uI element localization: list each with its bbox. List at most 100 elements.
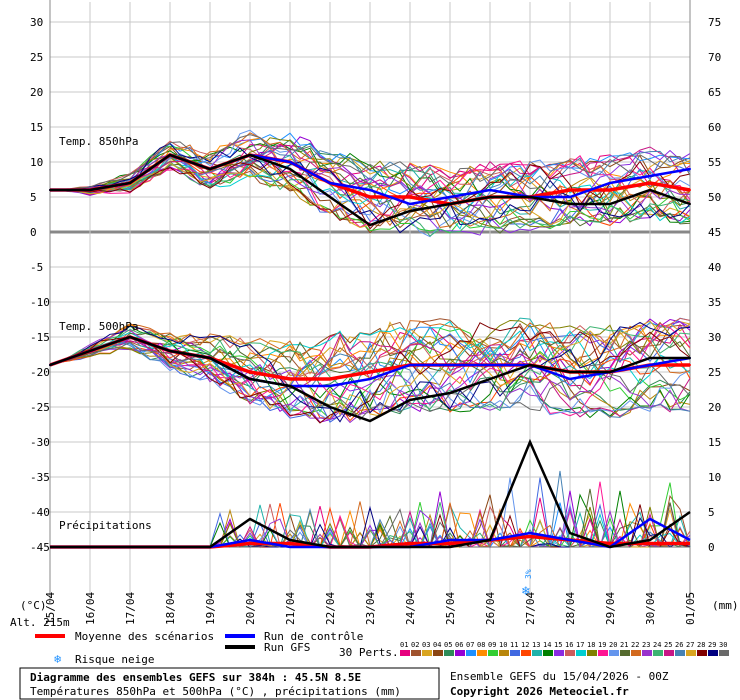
- series-point: [329, 196, 331, 198]
- pert-number: 04: [433, 641, 441, 649]
- y-tick-label-right: 45: [708, 226, 721, 239]
- pert-swatch: [422, 650, 432, 656]
- series-point: [329, 406, 331, 408]
- series-point: [409, 196, 411, 198]
- x-tick-label: 29/04: [604, 592, 617, 625]
- y-tick-label-left: -15: [30, 331, 50, 344]
- chart-grid: [49, 0, 691, 600]
- pert-swatch: [697, 650, 707, 656]
- pert-swatch: [598, 650, 608, 656]
- altitude-label: Alt. 215m: [10, 616, 70, 629]
- pert-swatch: [609, 650, 619, 656]
- y-tick-label-left: 25: [30, 51, 43, 64]
- pert-number: 05: [444, 641, 452, 649]
- pert-swatch: [455, 650, 465, 656]
- pert-number: 30: [719, 641, 727, 649]
- pert-swatch: [532, 650, 542, 656]
- pert-number: 02: [411, 641, 419, 649]
- snow-risk-value: 3%: [524, 569, 533, 579]
- pert-number: 29: [708, 641, 716, 649]
- ensemble-member-line: [49, 333, 691, 418]
- x-tick-label: 20/04: [244, 592, 257, 625]
- x-tick-label: 24/04: [404, 592, 417, 625]
- series-point: [569, 196, 571, 198]
- y-tick-label-left: -30: [30, 436, 50, 449]
- series-point: [449, 364, 451, 366]
- pert-number: 10: [499, 641, 507, 649]
- y-tick-label-right: 75: [708, 16, 721, 29]
- series-point: [449, 203, 451, 205]
- series-point: [409, 203, 411, 205]
- series-point: [689, 189, 691, 191]
- y-tick-label-right: 25: [708, 366, 721, 379]
- pert-number: 23: [642, 641, 650, 649]
- series-point: [489, 189, 491, 191]
- y-tick-label-left: -20: [30, 366, 50, 379]
- series-point: [289, 385, 291, 387]
- legend-snowflake-icon: ❄: [54, 652, 61, 666]
- series-point: [209, 168, 211, 170]
- x-tick-label: 30/04: [644, 592, 657, 625]
- panel-label-precip: Précipitations: [59, 519, 152, 532]
- series-point: [649, 175, 651, 177]
- y-tick-label-left: -25: [30, 401, 50, 414]
- series-point: [529, 196, 531, 198]
- pert-number: 22: [631, 641, 639, 649]
- series-point: [569, 189, 571, 191]
- series-point: [649, 182, 651, 184]
- pert-swatch: [543, 650, 553, 656]
- series-point: [569, 378, 571, 380]
- y-tick-label-right: 65: [708, 86, 721, 99]
- series-point: [329, 385, 331, 387]
- x-tick-label: 21/04: [284, 592, 297, 625]
- y-tick-label-right: 50: [708, 191, 721, 204]
- pert-swatch: [477, 650, 487, 656]
- legend-mean-label: Moyenne des scénarios: [75, 630, 214, 643]
- pert-number: 20: [609, 641, 617, 649]
- pert-swatch: [411, 650, 421, 656]
- pert-number: 16: [565, 641, 573, 649]
- x-tick-label: 23/04: [364, 592, 377, 625]
- y-tick-label-left: 5: [30, 191, 37, 204]
- ensemble-member-line: [49, 134, 691, 191]
- pert-swatch: [631, 650, 641, 656]
- y-tick-label-right: 20: [708, 401, 721, 414]
- x-tick-label: 28/04: [564, 592, 577, 625]
- series-point: [169, 154, 171, 156]
- copyright: Copyright 2026 Meteociel.fr: [450, 685, 629, 698]
- y-tick-label-left: 10: [30, 156, 43, 169]
- series-point: [689, 203, 691, 205]
- chart-subtitle: Températures 850hPa et 500hPa (°C) , pré…: [30, 685, 401, 698]
- y-tick-label-right: 30: [708, 331, 721, 344]
- x-tick-label: 25/04: [444, 592, 457, 625]
- pert-swatch: [576, 650, 586, 656]
- series-point: [369, 189, 371, 191]
- series-point: [609, 182, 611, 184]
- ensemble-member-line: [50, 159, 691, 234]
- series-point: [89, 189, 91, 191]
- series-point: [209, 357, 211, 359]
- panel-label-t500: Temp. 500hPa: [59, 320, 138, 333]
- x-tick-label: 27/04: [524, 592, 537, 625]
- series-point: [649, 357, 651, 359]
- ensemble-member-line: [49, 322, 691, 424]
- pert-number: 15: [554, 641, 562, 649]
- pert-number: 19: [598, 641, 606, 649]
- snowflake-icon: ❄: [521, 584, 530, 599]
- y-tick-label-left: -40: [30, 506, 50, 519]
- ensemble-member-line: [49, 144, 691, 196]
- series-point: [49, 364, 51, 366]
- y-tick-label-right: 15: [708, 436, 721, 449]
- series-point: [449, 196, 451, 198]
- ensemble-member-line: [49, 341, 691, 421]
- panel-label-t850: Temp. 850hPa: [59, 135, 138, 148]
- right-unit-label: (mm): [712, 599, 739, 612]
- series-point: [49, 189, 51, 191]
- y-tick-label-left: -10: [30, 296, 50, 309]
- y-tick-label-left: 20: [30, 86, 43, 99]
- pert-number: 26: [675, 641, 683, 649]
- pert-swatch: [521, 650, 531, 656]
- highlight-series: [49, 153, 691, 549]
- series-point: [289, 161, 291, 163]
